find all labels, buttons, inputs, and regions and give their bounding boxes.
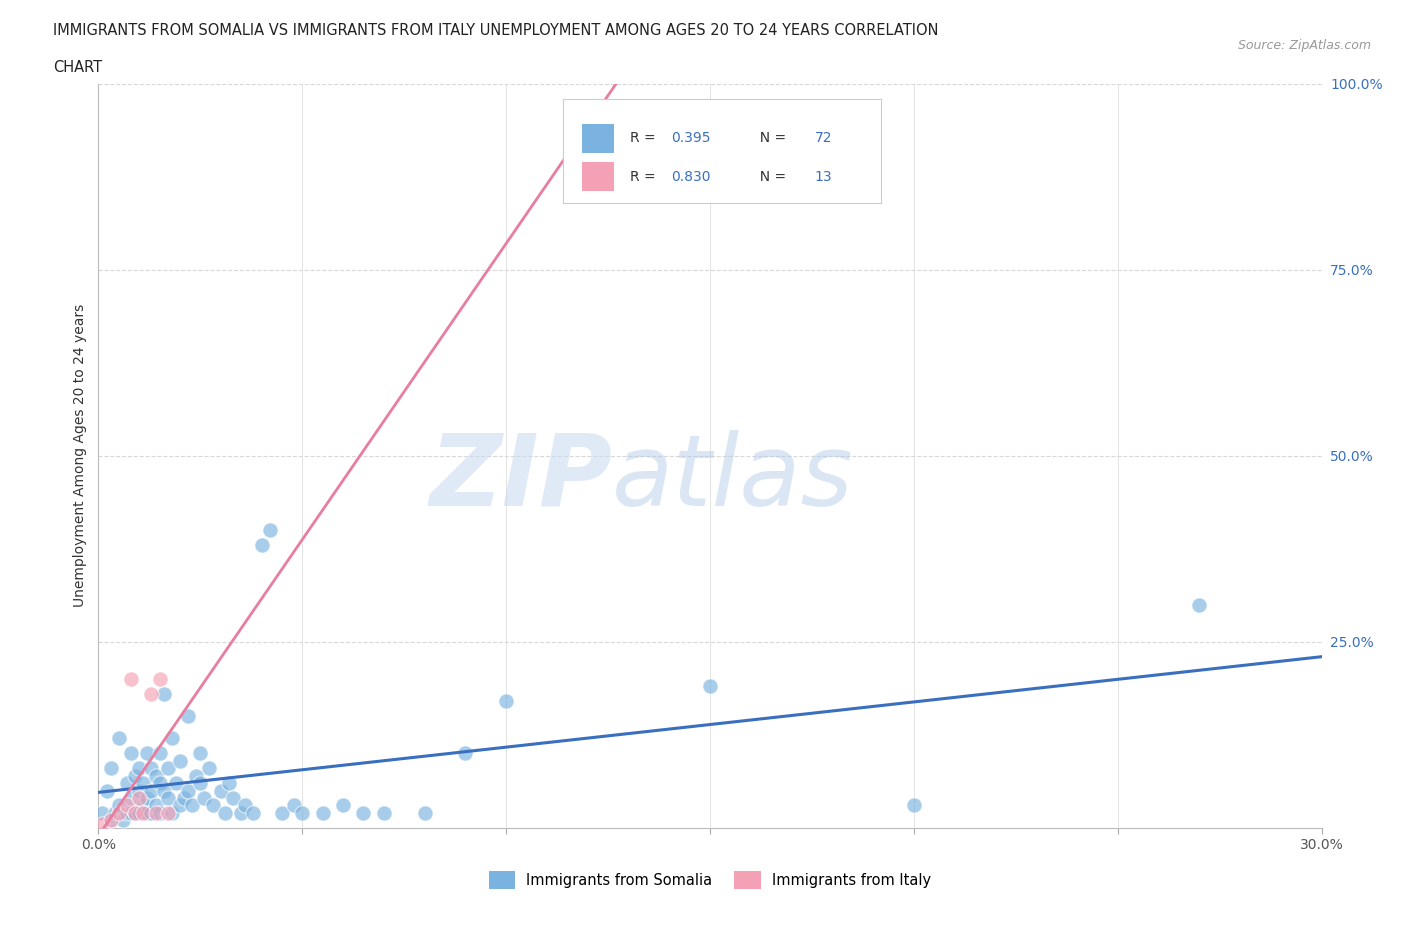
Text: atlas: atlas xyxy=(612,430,853,526)
Point xyxy=(188,746,212,761)
Point xyxy=(100,813,122,828)
Point xyxy=(699,679,721,694)
Point xyxy=(128,761,150,776)
Point xyxy=(115,805,138,820)
Y-axis label: Unemployment Among Ages 20 to 24 years: Unemployment Among Ages 20 to 24 years xyxy=(73,304,87,607)
Point xyxy=(120,790,142,805)
Point xyxy=(100,813,122,828)
Point xyxy=(111,813,134,828)
Point xyxy=(373,805,395,820)
Point xyxy=(128,805,150,820)
Point xyxy=(128,783,150,798)
Point xyxy=(242,805,264,820)
Point xyxy=(169,798,191,813)
Point xyxy=(231,805,253,820)
Point xyxy=(270,805,294,820)
Point xyxy=(96,783,118,798)
Point xyxy=(104,805,127,820)
Point xyxy=(454,746,477,761)
Point xyxy=(91,805,114,820)
Point xyxy=(115,776,138,790)
Point xyxy=(352,805,374,820)
Point xyxy=(156,790,179,805)
Point xyxy=(160,731,183,746)
Point xyxy=(209,783,232,798)
Point xyxy=(332,798,354,813)
Point xyxy=(108,805,131,820)
Point xyxy=(291,805,314,820)
Point xyxy=(145,768,167,783)
Point xyxy=(149,776,172,790)
Point xyxy=(141,783,163,798)
Point xyxy=(413,805,436,820)
Point xyxy=(132,798,155,813)
Point xyxy=(181,798,204,813)
Point xyxy=(283,798,305,813)
Point xyxy=(201,798,224,813)
Point xyxy=(128,790,150,805)
Point xyxy=(136,805,159,820)
Point xyxy=(120,671,142,686)
Point xyxy=(120,805,142,820)
Point xyxy=(214,805,236,820)
Point xyxy=(141,761,163,776)
Point xyxy=(136,790,159,805)
Point xyxy=(177,783,200,798)
Point xyxy=(115,798,138,813)
Point xyxy=(169,753,191,768)
Point xyxy=(124,805,146,820)
Point xyxy=(156,761,179,776)
Point xyxy=(193,790,215,805)
Point xyxy=(152,686,174,701)
Point xyxy=(312,805,335,820)
Point xyxy=(149,805,172,820)
Point xyxy=(160,805,183,820)
Point xyxy=(100,761,122,776)
Point xyxy=(903,798,925,813)
Point xyxy=(259,523,281,538)
Point xyxy=(136,746,159,761)
Point xyxy=(233,798,256,813)
Text: Source: ZipAtlas.com: Source: ZipAtlas.com xyxy=(1237,39,1371,52)
Point xyxy=(576,113,599,128)
Point xyxy=(108,731,131,746)
Point xyxy=(250,538,273,552)
Point xyxy=(218,776,240,790)
Point xyxy=(132,776,155,790)
Point xyxy=(188,776,212,790)
Point xyxy=(177,709,200,724)
Text: ZIP: ZIP xyxy=(429,430,612,526)
Point xyxy=(149,746,172,761)
Point xyxy=(149,671,172,686)
Point xyxy=(222,790,245,805)
Point xyxy=(156,805,179,820)
Legend: Immigrants from Somalia, Immigrants from Italy: Immigrants from Somalia, Immigrants from… xyxy=(482,865,938,895)
Point xyxy=(197,761,219,776)
Point xyxy=(186,768,208,783)
Point xyxy=(145,798,167,813)
Point xyxy=(141,686,163,701)
Point xyxy=(152,783,174,798)
Point xyxy=(1188,597,1211,612)
Point xyxy=(165,776,187,790)
Point xyxy=(120,746,142,761)
Point xyxy=(124,805,146,820)
Text: CHART: CHART xyxy=(53,60,103,75)
Point xyxy=(108,798,131,813)
Point xyxy=(145,805,167,820)
Point xyxy=(173,790,195,805)
Text: IMMIGRANTS FROM SOMALIA VS IMMIGRANTS FROM ITALY UNEMPLOYMENT AMONG AGES 20 TO 2: IMMIGRANTS FROM SOMALIA VS IMMIGRANTS FR… xyxy=(53,23,939,38)
Point xyxy=(495,694,517,709)
Point xyxy=(141,805,163,820)
Point xyxy=(132,805,155,820)
Point xyxy=(124,768,146,783)
Point xyxy=(91,817,114,831)
